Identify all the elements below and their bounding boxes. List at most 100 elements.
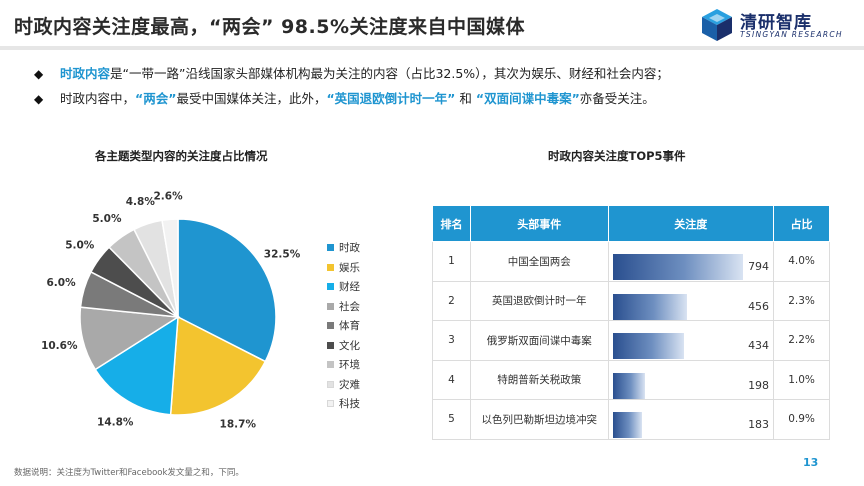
page-title: 时政内容关注度最高，“两会” 98.5%关注度来自中国媒体 <box>14 16 526 38</box>
share-cell: 2.2% <box>773 320 830 361</box>
legend-swatch <box>327 283 334 290</box>
legend-swatch <box>327 263 334 271</box>
legend-item: 体育 <box>327 319 360 339</box>
brand-logo: 清研智库 TSINGYAN RESEARCH <box>700 6 850 46</box>
pie-data-label: 10.6% <box>41 340 78 352</box>
pie-data-label: 32.5% <box>264 248 301 260</box>
legend-label: 文化 <box>339 339 360 352</box>
finding-1-text: 是“一带一路”沿线国家头部媒体机构最为关注的内容（占比32.5%），其次为娱乐、… <box>110 66 669 81</box>
pie-data-label: 2.6% <box>153 190 183 202</box>
event-cell: 以色列巴勒斯坦边境冲突 <box>470 399 609 440</box>
legend-label: 灾难 <box>339 378 360 391</box>
pie-chart-title: 各主题类型内容的关注度占比情况 <box>95 149 268 163</box>
legend-swatch <box>327 361 334 368</box>
attention-value: 198 <box>748 378 770 392</box>
rank-cell: 5 <box>432 399 471 440</box>
event-cell: 英国退欧倒计时一年 <box>470 281 609 321</box>
finding-2-text-c: 和 <box>455 91 476 106</box>
share-cell: 0.9% <box>773 399 830 440</box>
legend-label: 科技 <box>339 398 360 410</box>
legend-item: 灾难 <box>327 378 360 398</box>
share-cell: 1.0% <box>773 360 830 400</box>
share-cell: 2.3% <box>773 281 830 321</box>
top5-events-table: 排名 头部事件 关注度 占比 1 中国全国两会 794 4.0% 2 英国退欧倒计时一年 4… <box>432 205 830 440</box>
legend-swatch <box>327 244 334 251</box>
rank-cell: 2 <box>432 281 471 321</box>
col-header-attention: 关注度 <box>607 205 775 242</box>
pie-data-label: 14.8% <box>97 417 134 429</box>
attention-value: 434 <box>748 339 770 352</box>
page-number: 13 <box>803 456 819 469</box>
legend-item: 环境 <box>327 358 360 378</box>
attention-cell: 456 <box>608 281 775 321</box>
pie-data-label: 4.8% <box>126 196 156 208</box>
attention-value: 456 <box>748 299 770 313</box>
legend-swatch <box>327 322 334 329</box>
table-row: 3 俄罗斯双面间谍中毒案 434 2.2% <box>432 320 830 361</box>
finding-2-highlight-c: “双面间谍中毒案” <box>475 91 580 106</box>
header-divider <box>0 46 864 50</box>
col-header-share: 占比 <box>773 205 830 242</box>
finding-2-text-d: 亦备受关注。 <box>579 91 655 106</box>
logo-text-en: TSINGYAN RESEARCH <box>740 30 843 39</box>
legend-item: 文化 <box>327 339 360 359</box>
attention-cell: 183 <box>608 399 775 440</box>
table-header-row: 排名 头部事件 关注度 占比 <box>432 205 830 242</box>
pie-slice-1 <box>177 218 277 363</box>
finding-1: ◆ 时政内容是“一带一路”沿线国家头部媒体机构最为关注的内容（占比32.5%），… <box>34 66 854 82</box>
table-row: 1 中国全国两会 794 4.0% <box>432 241 830 282</box>
attention-cell: 434 <box>608 320 775 361</box>
event-cell: 特朗普新关税政策 <box>470 360 609 400</box>
legend-swatch <box>327 302 334 310</box>
top5-table-title: 时政内容关注度TOP5事件 <box>548 149 686 163</box>
attention-bar <box>612 372 645 399</box>
col-header-rank: 排名 <box>432 205 471 242</box>
legend-item: 娱乐 <box>327 261 360 281</box>
legend-label: 体育 <box>339 320 360 332</box>
diamond-bullet-icon: ◆ <box>34 92 44 106</box>
pie-slice-9 <box>161 218 179 318</box>
pie-data-label: 6.0% <box>46 277 76 289</box>
pie-slice-3 <box>94 315 179 416</box>
attention-bar <box>612 333 684 359</box>
finding-2-highlight-b: “英国退欧倒计时一年” <box>326 91 456 106</box>
legend-label: 娱乐 <box>339 261 360 274</box>
attention-value: 183 <box>748 418 770 431</box>
attention-bar <box>612 254 743 280</box>
share-cell: 4.0% <box>773 241 830 282</box>
rank-cell: 3 <box>432 320 471 361</box>
event-cell: 中国全国两会 <box>470 241 609 282</box>
legend-swatch <box>327 380 334 388</box>
attention-cell: 794 <box>608 241 775 282</box>
pie-chart-svg: 32.5% 18.7% 14.8% 10.6% 6.0% 5.0% 5.0% 4.8%2.6% <box>41 190 301 430</box>
legend-label: 时政 <box>339 242 360 254</box>
data-footnote: 数据说明：关注度为Twitter和Facebook发文量之和，下同。 <box>14 468 244 478</box>
finding-1-highlight: 时政内容 <box>60 66 111 81</box>
finding-2-text-a: 时政内容中， <box>60 91 136 106</box>
legend-item: 时政 <box>327 241 360 261</box>
finding-2-text-b: 最受中国媒体关注，此外， <box>176 91 327 106</box>
pie-slice-2 <box>169 315 267 416</box>
table-row: 5 以色列巴勒斯坦边境冲突 183 0.9% <box>432 399 830 440</box>
legend-label: 财经 <box>339 281 360 293</box>
finding-2-highlight-a: “两会” <box>135 91 177 106</box>
table-row: 2 英国退欧倒计时一年 456 2.3% <box>432 281 830 321</box>
attention-cell: 198 <box>608 360 775 400</box>
attention-bar <box>612 293 688 320</box>
legend-item: 科技 <box>327 397 360 417</box>
rank-cell: 4 <box>432 360 471 400</box>
legend-item: 社会 <box>327 300 360 320</box>
pie-chart: 32.5% 18.7% 14.8% 10.6% 6.0% 5.0% 5.0% 4.8% 2.6% <box>0 180 420 440</box>
legend-swatch <box>327 341 334 349</box>
attention-value: 794 <box>748 260 770 273</box>
attention-bar <box>612 412 643 438</box>
cube-logo-icon <box>702 9 732 41</box>
finding-2: ◆ 时政内容中，“两会”最受中国媒体关注，此外，“英国退欧倒计时一年” 和 “双… <box>34 91 854 107</box>
legend-swatch <box>327 400 334 407</box>
rank-cell: 1 <box>432 241 471 282</box>
pie-data-label: 5.0% <box>92 213 122 225</box>
key-findings: ◆ 时政内容是“一带一路”沿线国家头部媒体机构最为关注的内容（占比32.5%），… <box>34 66 854 116</box>
logo-text-cn: 清研智库 <box>740 13 812 33</box>
diamond-bullet-icon: ◆ <box>34 67 44 81</box>
table-row: 4 特朗普新关税政策 198 1.0% <box>432 360 830 400</box>
